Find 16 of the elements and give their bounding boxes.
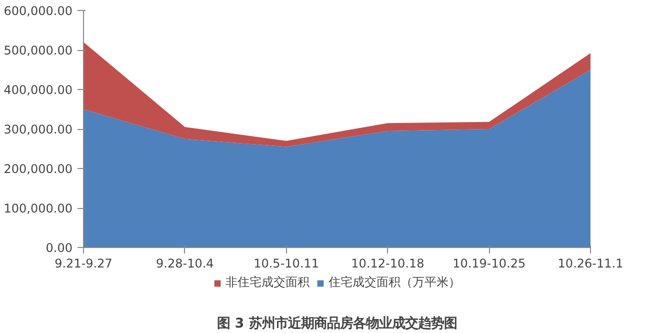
y-tick-label: 100,000.00 [4, 202, 73, 216]
legend-label: 非住宅成交面积 [226, 274, 310, 291]
y-tick-label: 200,000.00 [4, 162, 73, 176]
x-tick-label: 9.28-10.4 [156, 256, 214, 270]
y-tick-label: 600,000.00 [4, 4, 73, 18]
text: 图 3 苏州市近期商品房各物业成交趋势图 [217, 316, 457, 332]
y-tick-label: 400,000.00 [4, 83, 73, 97]
x-tick-label: 10.19-10.25 [452, 256, 526, 270]
y-tick-label: 0.00 [46, 241, 72, 255]
x-tick-label: 9.21-9.27 [54, 256, 112, 270]
x-tick-label: 10.26-11.1 [558, 256, 624, 270]
x-tick-label: 10.12-10.18 [351, 256, 424, 270]
legend-label: 住宅成交面积（万平米） [328, 274, 460, 291]
x-tick-label: 10.5-10.11 [254, 256, 320, 270]
y-tick-label: 300,000.00 [4, 122, 73, 136]
y-tick-label: 500,000.00 [4, 44, 73, 58]
